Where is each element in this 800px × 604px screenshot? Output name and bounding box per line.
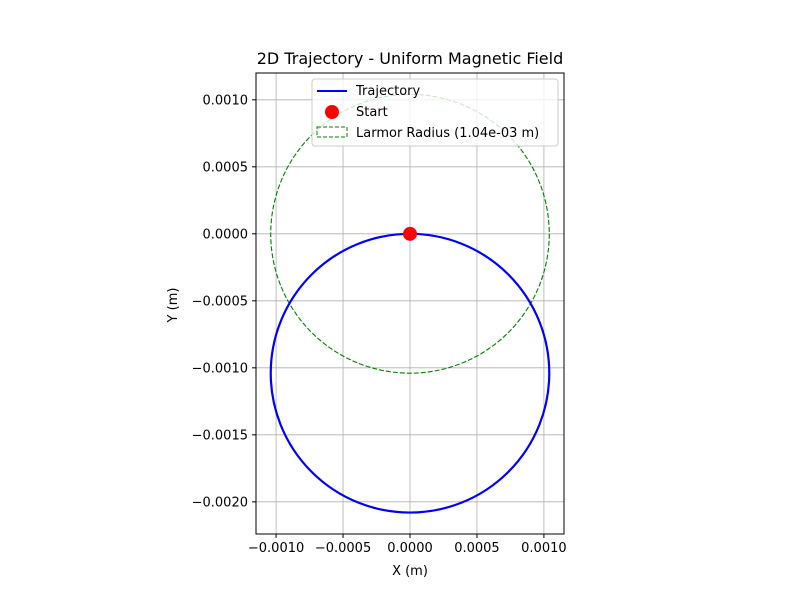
axis-ticks: −0.0010 −0.0005 0.0000 0.0005 0.0010 0.0010 0.…: [192, 93, 567, 556]
start-point-marker: [403, 226, 417, 241]
legend-larmor-swatch: [316, 126, 348, 138]
chart-title: 2D Trajectory - Uniform Magnetic Field: [257, 49, 564, 68]
legend-trajectory-label: Trajectory: [355, 84, 420, 99]
grid-lines: [256, 73, 564, 534]
x-axis-label: X (m): [392, 564, 428, 579]
plot-data: [269, 93, 551, 514]
x-tick-label: 0.0005: [454, 541, 500, 556]
y-tick-label: −0.0015: [192, 428, 248, 443]
legend-start-swatch: [325, 105, 339, 119]
y-tick-label: 0.0000: [203, 227, 249, 242]
larmor-radius-circle: [270, 93, 550, 374]
legend-box: [311, 78, 559, 147]
y-axis-label: Y (m): [166, 288, 181, 324]
y-tick-label: −0.0020: [192, 495, 248, 510]
y-tick-label: 0.0005: [203, 160, 249, 175]
x-tick-label: 0.0000: [387, 541, 433, 556]
y-tick-label: −0.0010: [192, 361, 248, 376]
x-tick-label: −0.0005: [315, 541, 371, 556]
legend-start-label: Start: [356, 105, 388, 120]
y-tick-label: 0.0010: [203, 93, 249, 108]
legend-larmor-label: Larmor Radius (1.04e-03 m): [356, 126, 539, 141]
x-tick-label: 0.0010: [521, 541, 567, 556]
x-tick-label: −0.0010: [248, 541, 304, 556]
legend: Trajectory Start Larmor Radius (1.04e-03…: [311, 78, 559, 147]
y-tick-label: −0.0005: [192, 294, 248, 309]
